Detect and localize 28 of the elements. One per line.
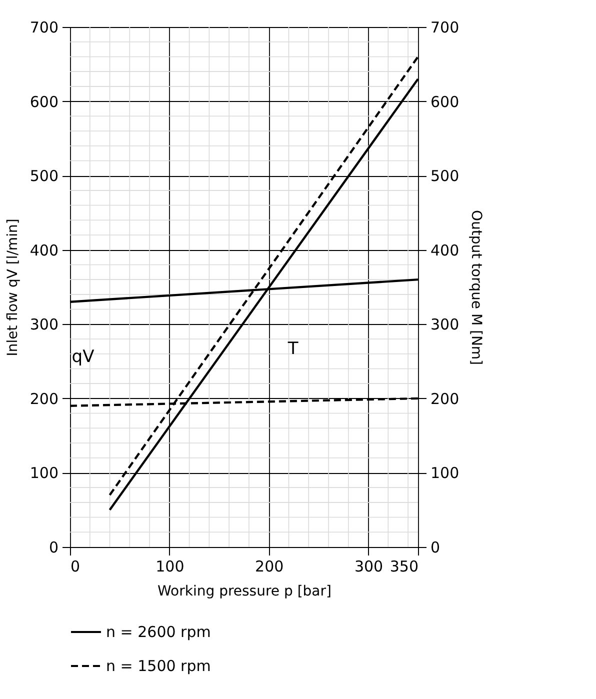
x-tick-label: 200 [255,558,284,576]
y-tick-label: 300 [30,316,58,334]
x-axis-title: Working pressure p [bar] [158,584,332,600]
annotation: T [286,339,299,359]
y2-tick-label: 400 [430,241,460,260]
legend-label: n = 1500 rpm [106,657,211,675]
y-tick-label: 200 [30,390,58,408]
y2-tick-label: 100 [430,464,460,482]
x-tick-label: 0 [70,558,80,576]
y2-tick-label: 300 [430,316,460,334]
y2-tick-label: 0 [430,538,440,556]
y2-tick-label: 200 [430,390,460,408]
y-tick-label: 700 [30,18,58,36]
y2-tick-label: 700 [430,18,460,36]
y2-tick-label: 600 [430,92,460,111]
y-tick-label: 100 [30,464,58,482]
y2-tick-label: 500 [430,167,460,186]
y-tick-label: 500 [30,167,58,186]
x-tick-label: 100 [156,558,184,576]
y-tick-label: 400 [30,241,58,260]
x-tick-label: 300 [354,558,384,576]
legend-label: n = 2600 rpm [106,623,211,641]
annotation: qV [72,347,95,367]
y-axis-title: Inlet flow qV [l/min] [4,218,21,356]
x-tick-label: 350 [390,558,418,576]
y-tick-label: 600 [30,92,58,111]
y-tick-label: 0 [48,538,58,556]
y2-axis-title: Output torque M [Nm] [468,210,484,366]
